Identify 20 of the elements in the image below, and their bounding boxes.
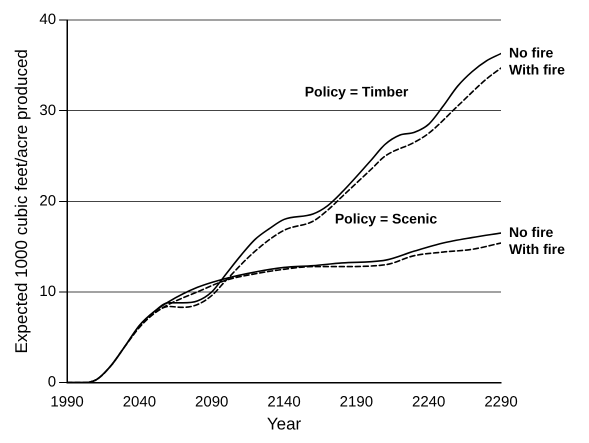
annotation: Policy = Scenic [334, 210, 438, 226]
series-label: No fire [509, 44, 554, 60]
x-axis-title: Year [266, 414, 302, 434]
annotation: Policy = Timber [304, 83, 409, 100]
x-tick-label: 2040 [122, 394, 156, 411]
y-axis-title: Expected 1000 cubic feet/acre produced [12, 49, 31, 354]
y-tick-label: 30 [39, 102, 56, 119]
y-tick-label: 20 [39, 192, 56, 210]
x-tick-label: 2290 [484, 394, 518, 411]
series-label: With fire [509, 240, 566, 257]
x-tick-label: 2240 [412, 394, 446, 411]
x-tick-label: 2090 [195, 394, 228, 411]
x-tick-label: 2140 [267, 394, 301, 411]
y-tick-label: 10 [39, 283, 56, 300]
series-label: No fire [509, 224, 554, 240]
y-tick-label: 0 [48, 374, 56, 391]
y-tick-label: 40 [39, 11, 56, 28]
x-tick-label: 2190 [340, 394, 374, 411]
series-label: With fire [509, 61, 566, 78]
x-tick-label: 1990 [50, 394, 84, 411]
